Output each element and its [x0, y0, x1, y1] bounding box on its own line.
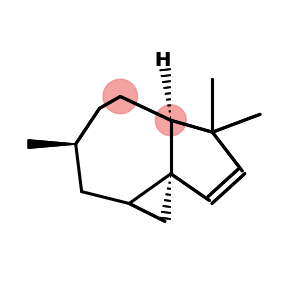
Polygon shape — [28, 140, 76, 148]
Circle shape — [103, 79, 137, 114]
Circle shape — [155, 105, 186, 136]
Text: H: H — [154, 51, 170, 70]
Polygon shape — [28, 140, 76, 148]
Text: H: H — [154, 51, 170, 70]
